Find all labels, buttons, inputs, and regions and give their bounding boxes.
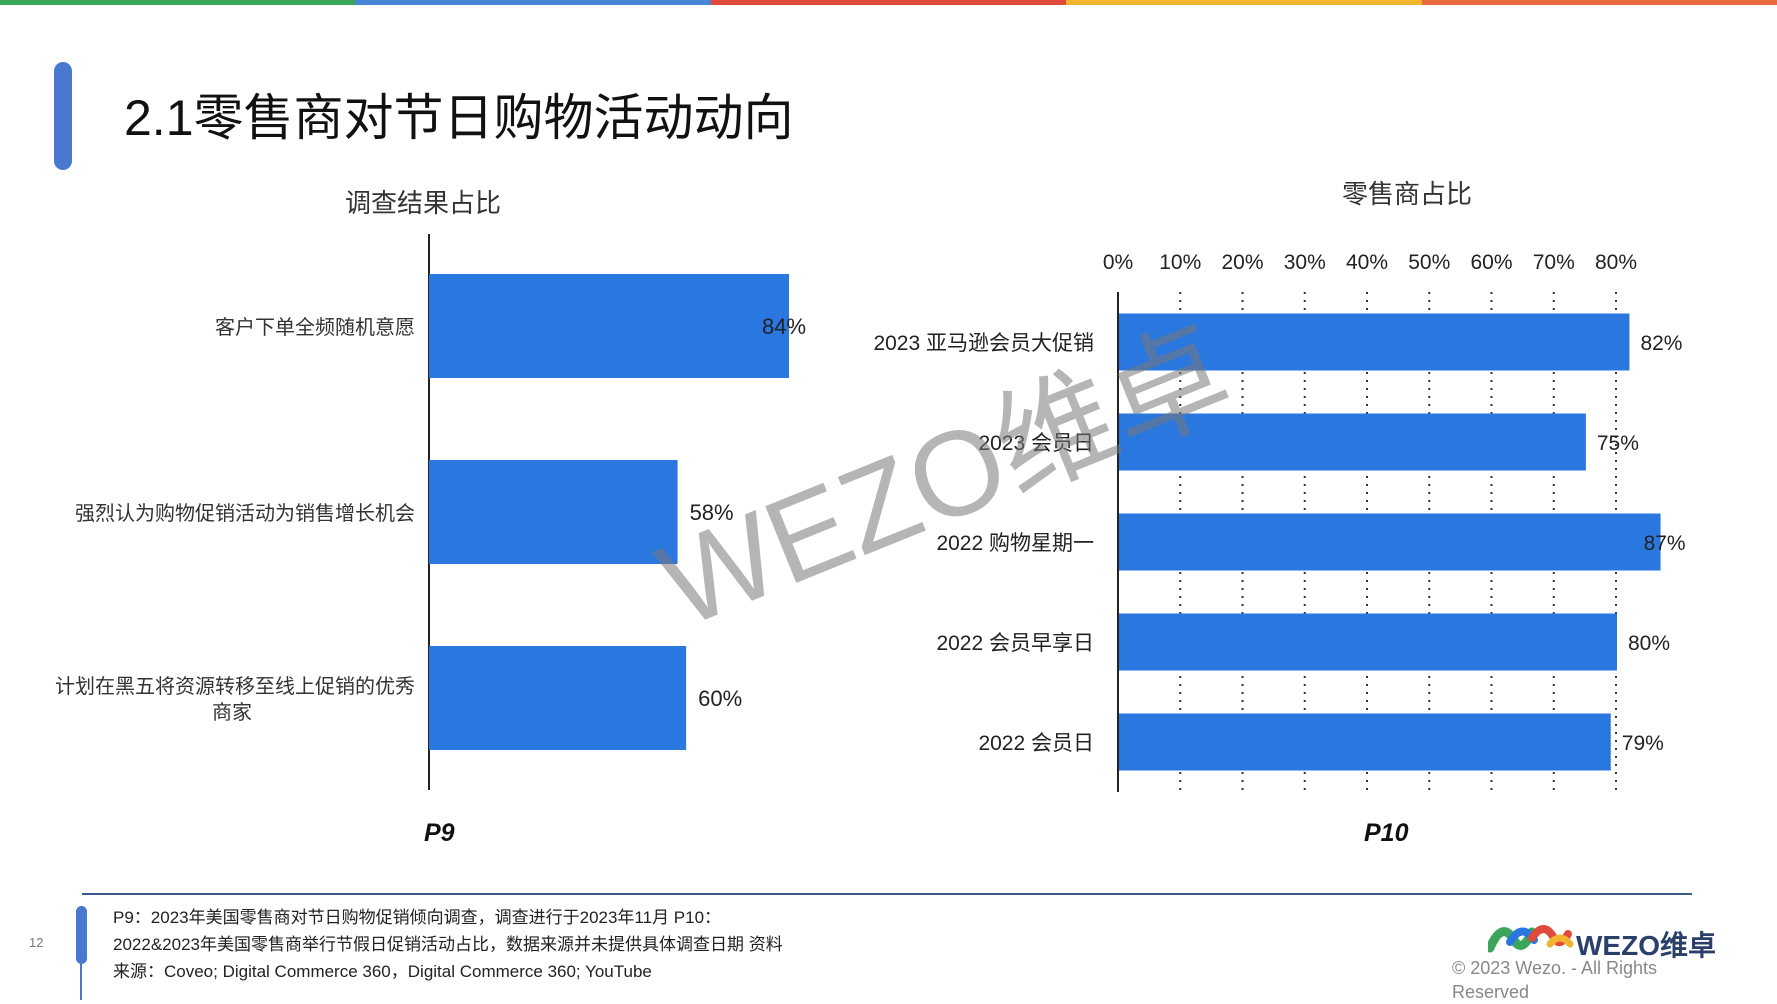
- page-title: 2.1零售商对节日购物活动动向: [124, 90, 794, 146]
- data-label-3: 87%: [1644, 532, 1686, 555]
- x-tick-label-4: 30%: [1284, 251, 1326, 274]
- x-tick-label-2: 10%: [1159, 251, 1201, 274]
- right-chart-title: 零售商占比: [1342, 179, 1473, 209]
- data-label-1: 84%: [762, 314, 806, 339]
- footnote-line-2: 2022&2023年美国零售商举行节假日促销活动占比，数据来源并未提供具体调查日…: [113, 935, 783, 954]
- data-label-2: 75%: [1597, 432, 1639, 455]
- stripe-segment-3: [710, 0, 1067, 5]
- bar-3: [429, 646, 687, 750]
- bar-2: [429, 460, 678, 564]
- category-label-3-line-2: 商家: [212, 701, 252, 724]
- data-label-2: 58%: [690, 500, 734, 525]
- x-tick-label-7: 60%: [1470, 251, 1512, 274]
- left-bar-chart: 客户下单全频随机意愿 84% 强烈认为购物促销活动为销售增长机会 58% 计划在黑五将资…: [55, 234, 806, 790]
- category-label-4: 2022 会员早享日: [936, 632, 1094, 655]
- category-label-3-line-1: 计划在黑五将资源转移至线上促销的优秀: [55, 675, 415, 698]
- footer-divider: [82, 893, 1692, 895]
- bar-5: [1119, 713, 1611, 771]
- right-panel-label: P10: [1364, 819, 1409, 847]
- x-tick-label-8: 70%: [1533, 251, 1575, 274]
- footnote-line-1: P9：2023年美国零售商对节日购物促销倾向调查，调查进行于2023年11月 P…: [113, 908, 722, 927]
- category-label-1-line-1: 客户下单全频随机意愿: [215, 316, 415, 339]
- x-tick-label-5: 40%: [1346, 251, 1388, 274]
- data-label-5: 79%: [1622, 732, 1664, 755]
- top-color-stripe: [0, 0, 1777, 5]
- bar-2: [1119, 413, 1586, 471]
- x-tick-label-6: 50%: [1408, 251, 1450, 274]
- footer-accent-bar: [76, 906, 87, 964]
- x-tick-label-9: 80%: [1595, 251, 1637, 274]
- right-bar-chart: 0% 10% 20% 30% 40% 50% 60% 70% 80% 2023 亚马逊会员大促销 8…: [873, 251, 1686, 792]
- stripe-segment-4: [1066, 0, 1422, 5]
- stripe-segment-5: [1421, 0, 1777, 5]
- logo-text: WEZO维卓: [1576, 930, 1716, 961]
- title-accent-bar: [54, 62, 72, 170]
- bar-3: [1119, 513, 1661, 571]
- category-label-5: 2022 会员日: [978, 732, 1094, 755]
- data-label-1: 82%: [1640, 332, 1682, 355]
- category-label-3: 2022 购物星期一: [936, 532, 1094, 555]
- category-label-2-line-1: 强烈认为购物促销活动为销售增长机会: [75, 502, 415, 525]
- page-number: 12: [29, 935, 44, 950]
- bar-4: [1119, 613, 1617, 671]
- footer-accent-line: [80, 964, 82, 1000]
- bar-1: [429, 274, 789, 378]
- wezo-logo-icon: [1488, 925, 1574, 953]
- x-tick-label-1: 0%: [1103, 251, 1133, 274]
- copyright-text: © 2023 Wezo. - All Rights Reserved: [1452, 958, 1658, 1002]
- stripe-segment-2: [355, 0, 711, 5]
- stripe-segment-1: [0, 0, 356, 5]
- category-label-1: 2023 亚马逊会员大促销: [873, 332, 1094, 355]
- footnote-line-3: 来源：Coveo; Digital Commerce 360，Digital C…: [113, 962, 652, 981]
- left-chart-title: 调查结果占比: [345, 188, 502, 218]
- left-panel-label: P9: [424, 819, 455, 847]
- x-tick-label-3: 20%: [1221, 251, 1263, 274]
- bar-1: [1119, 313, 1630, 371]
- data-label-4: 80%: [1628, 632, 1670, 655]
- data-label-3: 60%: [698, 686, 742, 711]
- category-label-2: 2023 会员日: [978, 432, 1094, 455]
